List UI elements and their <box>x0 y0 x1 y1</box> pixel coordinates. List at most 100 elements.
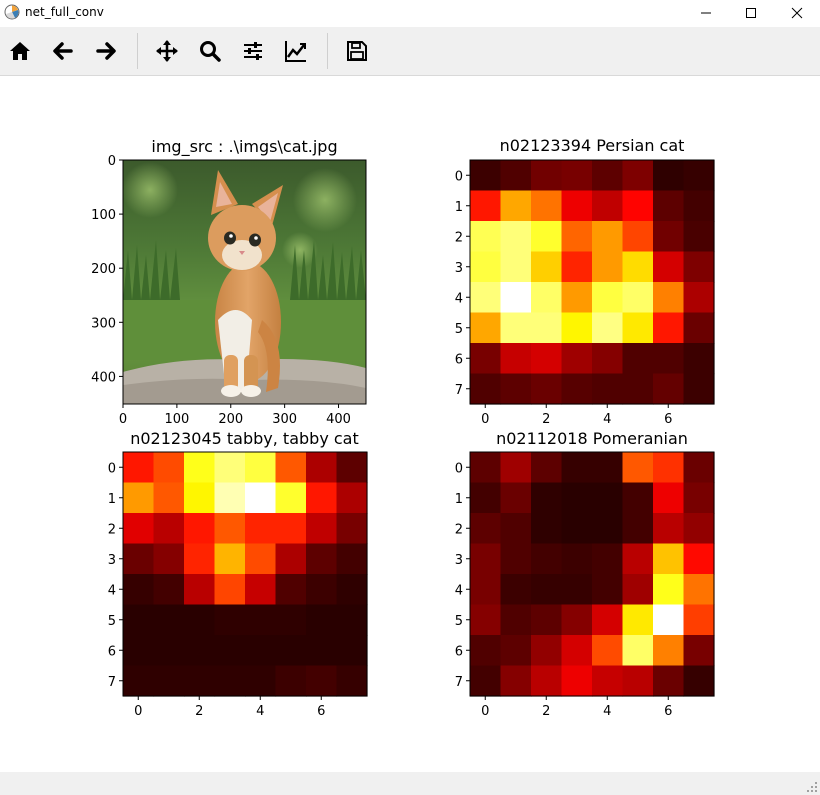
heatmap-cell <box>275 635 307 667</box>
heatmap-cell <box>653 312 685 344</box>
heatmap-cell <box>214 513 246 545</box>
heatmap-cell <box>470 543 502 575</box>
x-tick-label: 0 <box>119 412 127 427</box>
minimize-button[interactable] <box>683 0 729 26</box>
heatmap-cell <box>500 574 532 606</box>
heatmap-cell <box>592 452 624 484</box>
maximize-button[interactable] <box>728 0 774 26</box>
heatmap-cell <box>531 221 563 253</box>
heatmap-cell <box>653 635 685 667</box>
heatmap-cell <box>561 312 593 344</box>
heatmap-cell <box>306 513 338 545</box>
heatmap-cell <box>500 251 532 283</box>
heatmap-cell <box>561 452 593 484</box>
y-tick-label: 7 <box>455 675 463 690</box>
heatmap-cell <box>622 221 654 253</box>
heatmap-cell <box>470 221 502 253</box>
heatmap-cell <box>214 574 246 606</box>
heatmap-cell <box>531 543 563 575</box>
zoom-button[interactable] <box>190 27 230 75</box>
heatmap-cell <box>153 574 185 606</box>
y-tick-label: 2 <box>108 522 116 537</box>
arrow-left-icon <box>53 42 73 60</box>
heatmap-cell <box>622 513 654 545</box>
heatmap-cell <box>245 482 277 514</box>
heatmap-cell <box>531 482 563 514</box>
heatmap-cell <box>470 513 502 545</box>
axes-button[interactable] <box>276 27 316 75</box>
heatmap-cell <box>214 452 246 484</box>
heatmap-cell <box>561 574 593 606</box>
y-tick-label: 100 <box>91 208 116 223</box>
heatmap-cell <box>184 574 216 606</box>
pan-button[interactable] <box>147 27 187 75</box>
heatmap-cell <box>336 513 368 545</box>
maximize-icon <box>746 8 756 18</box>
heatmap-cell <box>622 343 654 375</box>
x-tick-label: 4 <box>603 412 611 427</box>
heatmap-cell <box>653 221 685 253</box>
heatmap-cell <box>622 452 654 484</box>
heatmap-cell <box>592 373 624 405</box>
heatmap-cell <box>336 574 368 606</box>
heatmap-cell <box>561 221 593 253</box>
back-button[interactable] <box>43 27 83 75</box>
heatmap-cell <box>123 604 155 636</box>
heatmap-cell <box>500 543 532 575</box>
heatmap-cell <box>470 665 502 697</box>
heatmap-cell <box>561 160 593 192</box>
heatmap-cell <box>561 373 593 405</box>
heatmap-cell <box>123 513 155 545</box>
heatmap-cell <box>683 604 715 636</box>
navigation-toolbar <box>0 27 820 76</box>
heatmap-cell <box>123 665 155 697</box>
heatmap-cell <box>500 513 532 545</box>
heatmap-cell <box>275 665 307 697</box>
heatmap-cell <box>184 543 216 575</box>
heatmap-cell <box>653 665 685 697</box>
arrow-right-icon <box>96 42 116 60</box>
y-tick-label: 5 <box>455 322 463 337</box>
y-tick-label: 2 <box>455 522 463 537</box>
resize-grip-icon[interactable] <box>806 781 818 793</box>
heatmap-cell <box>470 635 502 667</box>
heatmap-cell <box>184 665 216 697</box>
x-tick-label: 100 <box>164 412 189 427</box>
heatmap-cell <box>683 160 715 192</box>
heatmap-cell <box>531 312 563 344</box>
heatmap-cell <box>275 543 307 575</box>
heatmap-cell <box>622 251 654 283</box>
subplots-button[interactable] <box>233 27 273 75</box>
y-tick-label: 2 <box>455 230 463 245</box>
heatmap-cell <box>336 635 368 667</box>
heatmap-cell <box>592 343 624 375</box>
tabby-cat-heatmap: n02123045 tabby, tabby cat 0 2 4 6 0 1 2 3 4 5 6 7 <box>108 429 368 719</box>
heatmap-axes-frame <box>122 451 368 697</box>
heatmap-cell <box>306 665 338 697</box>
heatmap-cell <box>683 513 715 545</box>
heatmap-cell <box>622 160 654 192</box>
forward-button[interactable] <box>86 27 126 75</box>
toolbar-separator <box>327 33 328 69</box>
line-chart-icon <box>285 41 306 62</box>
heatmap-cell <box>592 312 624 344</box>
heatmap-cell <box>123 452 155 484</box>
heatmap-cell <box>500 635 532 667</box>
heatmap-cell <box>500 452 532 484</box>
y-tick-label: 6 <box>455 352 463 367</box>
y-tick-label: 7 <box>455 383 463 398</box>
figure-canvas[interactable]: img_src : .\imgs\cat.jpg <box>0 76 820 771</box>
home-button[interactable] <box>0 27 40 75</box>
close-button[interactable] <box>774 0 820 26</box>
heatmap-cell <box>245 635 277 667</box>
heatmap-cell <box>153 604 185 636</box>
heatmap-cell <box>592 221 624 253</box>
photo-title: img_src : .\imgs\cat.jpg <box>151 137 337 157</box>
heatmap-cell <box>275 574 307 606</box>
save-button[interactable] <box>337 27 377 75</box>
heatmap-cell <box>531 513 563 545</box>
heatmap-cell <box>592 482 624 514</box>
heatmap-cell <box>531 282 563 314</box>
y-tick-label: 200 <box>91 262 116 277</box>
heatmap-cell <box>153 482 185 514</box>
